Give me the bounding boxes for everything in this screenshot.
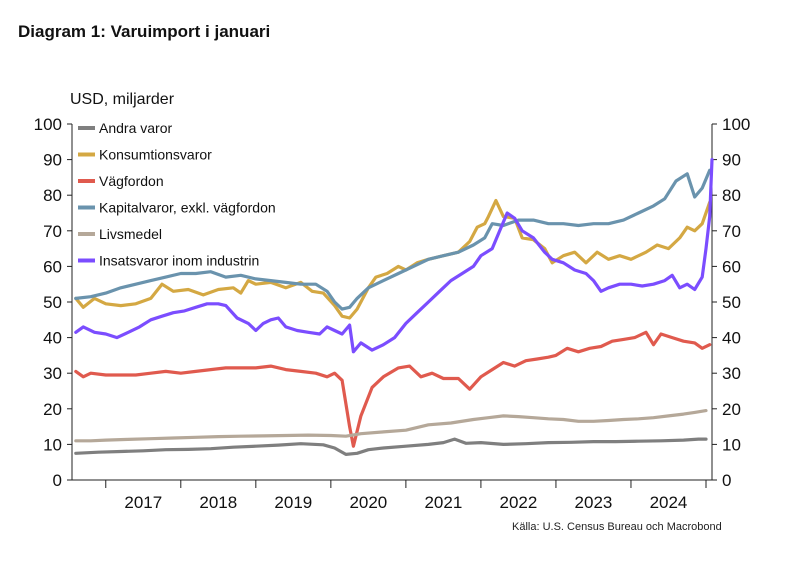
y-tick-label-left: 90 xyxy=(43,151,62,170)
legend-label-5: Livsmedel xyxy=(99,226,162,242)
y-tick-label-left: 30 xyxy=(43,364,62,383)
y-tick-label-right: 10 xyxy=(722,435,741,454)
x-tick-label: 2018 xyxy=(199,493,237,512)
y-tick-label-right: 80 xyxy=(722,186,741,205)
x-tick-label: 2023 xyxy=(575,493,613,512)
source-note: Källa: U.S. Census Bureau och Macrobond xyxy=(512,521,722,533)
y-tick-label-right: 40 xyxy=(722,329,741,348)
y-tick-label-right: 100 xyxy=(722,115,750,134)
legend-label-6: Insatsvaror inom industrin xyxy=(99,253,259,269)
chart-legend: Andra varor Konsumtionsvaror Vägfordon Kapi… xyxy=(78,120,276,269)
y-axis-label: USD, miljarder xyxy=(70,91,175,108)
chart-title: Diagram 1: Varuimport i januari xyxy=(18,22,271,41)
x-tick-label: 2019 xyxy=(274,493,312,512)
series-line-6 xyxy=(74,158,714,354)
y-tick-label-left: 20 xyxy=(43,400,62,419)
y-tick-label-right: 60 xyxy=(722,257,741,276)
x-tick-label: 2024 xyxy=(650,493,688,512)
series-line-4 xyxy=(74,168,712,311)
x-tick-label: 2017 xyxy=(124,493,162,512)
y-tick-label-left: 0 xyxy=(53,471,62,490)
legend-label-1: Andra varor xyxy=(99,120,172,136)
series-line-1 xyxy=(74,437,708,456)
y-tick-label-left: 50 xyxy=(43,293,62,312)
y-tick-label-left: 60 xyxy=(43,257,62,276)
y-tick-label-right: 20 xyxy=(722,400,741,419)
legend-label-3: Vägfordon xyxy=(99,173,164,189)
legend-label-2: Konsumtionsvaror xyxy=(99,147,212,163)
y-tick-label-right: 50 xyxy=(722,293,741,312)
y-tick-label-right: 30 xyxy=(722,364,741,383)
y-tick-label-right: 70 xyxy=(722,222,741,241)
legend-label-4: Kapitalvaror, exkl. vägfordon xyxy=(99,200,276,216)
y-tick-label-left: 70 xyxy=(43,222,62,241)
y-tick-label-left: 40 xyxy=(43,329,62,348)
y-tick-label-left: 100 xyxy=(34,115,62,134)
y-tick-label-right: 90 xyxy=(722,151,741,170)
series-line-3 xyxy=(74,330,712,448)
y-tick-label-left: 10 xyxy=(43,435,62,454)
chart-series-lines xyxy=(74,158,714,456)
series-line-5 xyxy=(74,409,708,443)
x-tick-label: 2020 xyxy=(349,493,387,512)
x-tick-label: 2021 xyxy=(424,493,462,512)
y-tick-label-left: 80 xyxy=(43,186,62,205)
y-tick-label-right: 0 xyxy=(722,471,731,490)
x-tick-label: 2022 xyxy=(500,493,538,512)
